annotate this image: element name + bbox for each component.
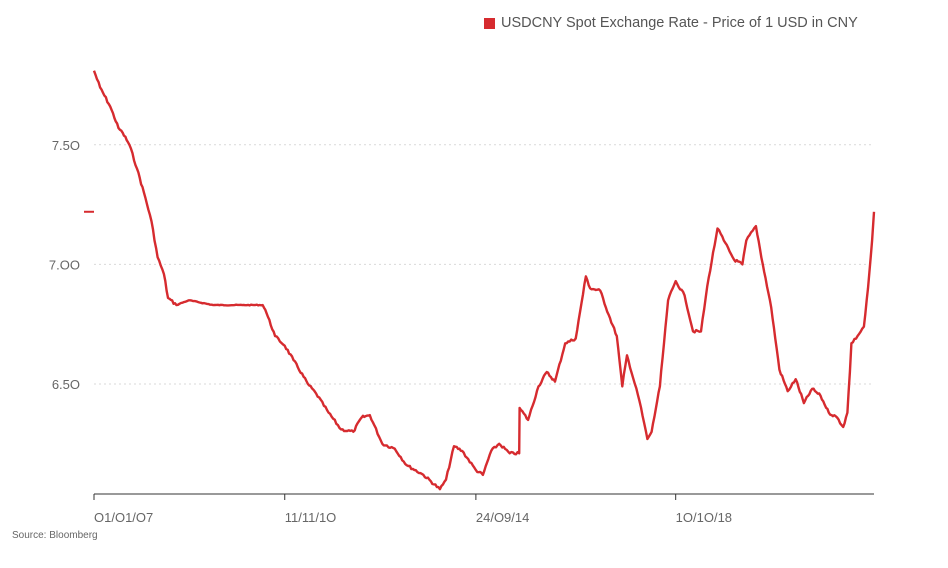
- x-tick-label: 24/O9/14: [476, 510, 529, 525]
- x-tick-label: O1/O1/O7: [94, 510, 153, 525]
- x-tick-labels: O1/O1/O7 11/11/1O 24/O9/14 1O/1O/18: [93, 494, 732, 525]
- gridlines: [94, 144, 874, 385]
- legend: USDCNY Spot Exchange Rate - Price of 1 U…: [484, 15, 858, 31]
- x-tick-label: 11/11/1O: [285, 510, 337, 525]
- source-note: Source: Bloomberg: [12, 530, 98, 541]
- y-tick-label: 7.OO: [49, 257, 80, 272]
- y-tick-labels: 6.5O 7.OO 7.5O: [49, 138, 80, 392]
- legend-label: USDCNY Spot Exchange Rate - Price of 1 U…: [501, 15, 858, 31]
- series-line-usdcny: [92, 70, 876, 491]
- legend-swatch: [484, 17, 495, 29]
- y-tick-label: 6.5O: [52, 377, 80, 392]
- y-tick-label: 7.5O: [52, 138, 80, 153]
- x-tick-label: 1O/1O/18: [676, 510, 732, 525]
